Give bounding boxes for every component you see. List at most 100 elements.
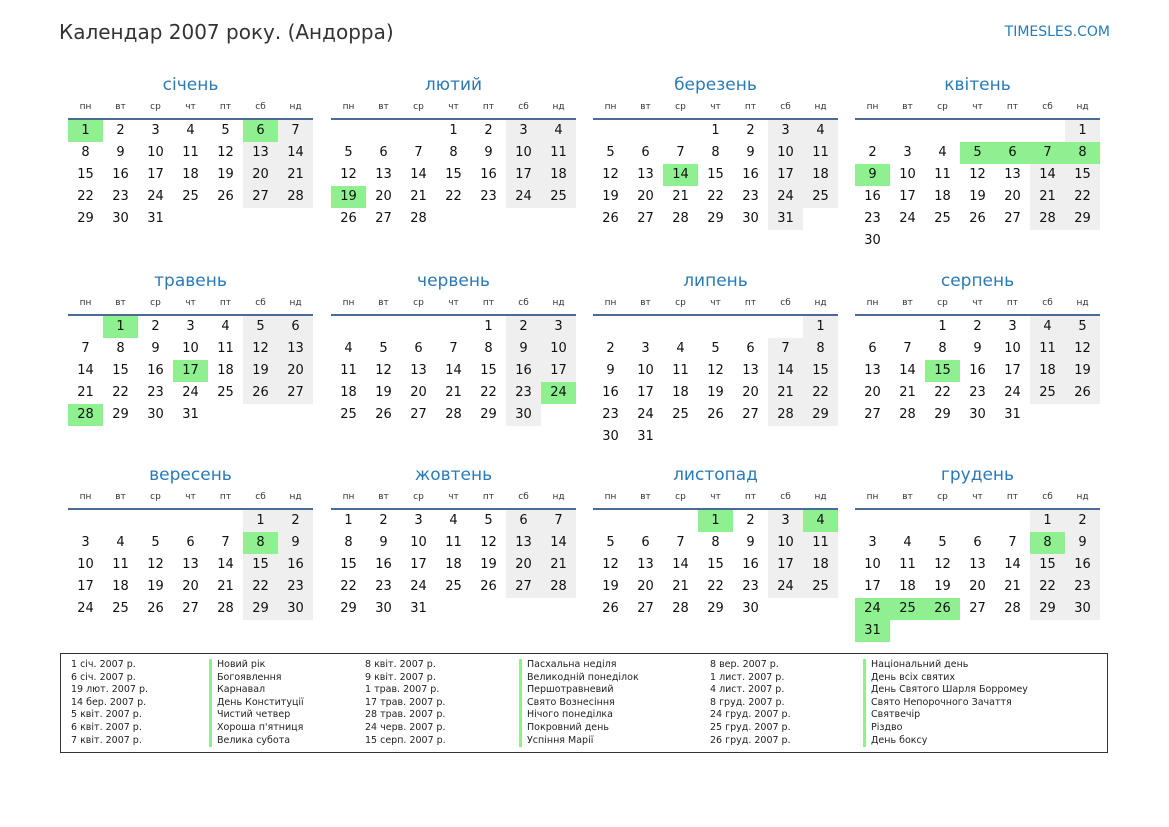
day-cell: 6 <box>379 145 388 160</box>
weekday-label: нд <box>814 298 827 308</box>
day-cell: 19 <box>375 385 392 400</box>
day-cell: 25 <box>672 407 689 422</box>
day-cell: 3 <box>768 120 803 142</box>
weekday-label: сб <box>1042 102 1053 112</box>
empty-cell <box>1030 120 1065 142</box>
week-row: 4 5 6 7 8 9 10 <box>331 338 576 360</box>
day-cell: 6 <box>868 341 877 356</box>
day-cell: 30 <box>742 211 759 226</box>
day-cell: 10 <box>541 338 576 360</box>
empty-cell <box>663 120 698 142</box>
legend-holiday-name: Свято Вознесіння <box>519 696 639 710</box>
legend-date: 17 трав. 2007 р. <box>365 696 446 708</box>
day-cell: 25 <box>112 601 129 616</box>
empty-cell <box>541 598 576 620</box>
day-cell: 24 <box>637 407 654 422</box>
day-cell: 4 <box>449 513 458 528</box>
weekday-label: вт <box>640 492 651 502</box>
week-row: 30 <box>855 230 1100 252</box>
empty-cell <box>803 208 838 230</box>
day-cell: 7 <box>1008 535 1017 550</box>
brand-link[interactable]: TIMESLES.COM <box>1004 24 1110 40</box>
empty-cell <box>803 598 838 620</box>
day-cell: 18 <box>112 579 129 594</box>
day-cell: 24 <box>541 382 576 404</box>
day-cell: 28 <box>278 186 313 208</box>
day-cell: 27 <box>1004 211 1021 226</box>
day-cell: 13 <box>410 363 427 378</box>
day-cell: 14 <box>899 363 916 378</box>
weekday-header: пн вт ср чт пт сб нд <box>593 293 838 316</box>
legend-holiday-name: День всіх святих <box>863 671 1028 685</box>
day-cell: 15 <box>707 167 724 182</box>
day-cell: 22 <box>243 576 278 598</box>
month-name: лютий <box>424 75 483 95</box>
day-cell: 17 <box>1004 363 1021 378</box>
day-cell: 5 <box>243 316 278 338</box>
day-cell: 19 <box>480 557 497 572</box>
empty-cell <box>541 208 576 230</box>
day-cell: 30 <box>112 211 129 226</box>
empty-cell <box>960 120 995 142</box>
month-0: січень пн вт ср чт пт сб нд 1 2 3 4 5 6 7 8 9 10 11 12 13 14 1… <box>68 75 313 230</box>
day-cell: 11 <box>899 557 916 572</box>
day-cell: 10 <box>1004 341 1021 356</box>
day-cell: 1 <box>803 316 838 338</box>
day-cell: 17 <box>637 385 654 400</box>
day-cell: 26 <box>602 601 619 616</box>
legend-date: 8 квіт. 2007 р. <box>365 659 436 670</box>
week-row: 1 <box>855 120 1100 142</box>
day-cell: 30 <box>1065 598 1100 620</box>
day-cell: 9 <box>379 535 388 550</box>
day-cell: 30 <box>278 598 313 620</box>
weekday-label: пн <box>342 492 355 502</box>
empty-cell <box>855 510 890 532</box>
day-cell: 26 <box>1065 382 1100 404</box>
legend-date: 26 груд. 2007 р. <box>710 734 791 746</box>
empty-cell <box>436 208 471 230</box>
day-cell: 25 <box>541 186 576 208</box>
day-cell: 27 <box>742 407 759 422</box>
empty-cell <box>960 230 995 252</box>
day-cell: 23 <box>375 579 392 594</box>
day-cell: 14 <box>445 363 462 378</box>
week-row: 7 8 9 10 11 12 13 <box>68 338 313 360</box>
day-cell: 14 <box>541 532 576 554</box>
month-name: травень <box>154 271 227 291</box>
day-cell: 18 <box>899 579 916 594</box>
weekday-label: чт <box>448 492 459 502</box>
day-cell: 3 <box>414 513 423 528</box>
day-cell: 15 <box>112 363 129 378</box>
weekday-label: пн <box>79 298 92 308</box>
day-cell: 9 <box>855 164 890 186</box>
day-cell: 16 <box>969 363 986 378</box>
month-3: квітень пн вт ср чт пт сб нд 1 2 3 4 5 6 7 8 9 10 11 12 13 14… <box>855 75 1100 252</box>
day-cell: 28 <box>68 404 103 426</box>
day-cell: 18 <box>217 363 234 378</box>
weekday-label: вт <box>115 298 126 308</box>
day-cell: 28 <box>1004 601 1021 616</box>
week-row: 12 13 14 15 16 17 18 <box>593 164 838 186</box>
day-cell: 17 <box>506 164 541 186</box>
empty-cell <box>331 316 366 338</box>
empty-cell <box>593 120 628 142</box>
day-cell: 26 <box>480 579 497 594</box>
weekday-label: пт <box>1006 298 1019 308</box>
day-cell: 7 <box>449 341 458 356</box>
day-cell: 18 <box>803 554 838 576</box>
day-cell: 13 <box>182 557 199 572</box>
day-cell: 19 <box>331 186 366 208</box>
day-cell: 18 <box>340 385 357 400</box>
day-cell: 1 <box>1030 510 1065 532</box>
day-cell: 31 <box>768 208 803 230</box>
day-cell: 27 <box>375 211 392 226</box>
month-9: жовтень пн вт ср чт пт сб нд 1 2 3 4 5 6 7 8 9 10 11 12 13 14… <box>331 465 576 620</box>
week-row: 26 27 28 29 30 31 <box>593 208 838 230</box>
month-8: вересень пн вт ср чт пт сб нд 1 2 3 4 5 6 7 8 9 10 11 12 13 1… <box>68 465 313 620</box>
day-cell: 10 <box>77 557 94 572</box>
day-cell: 28 <box>672 601 689 616</box>
empty-cell <box>1030 620 1065 642</box>
day-cell: 19 <box>602 579 619 594</box>
